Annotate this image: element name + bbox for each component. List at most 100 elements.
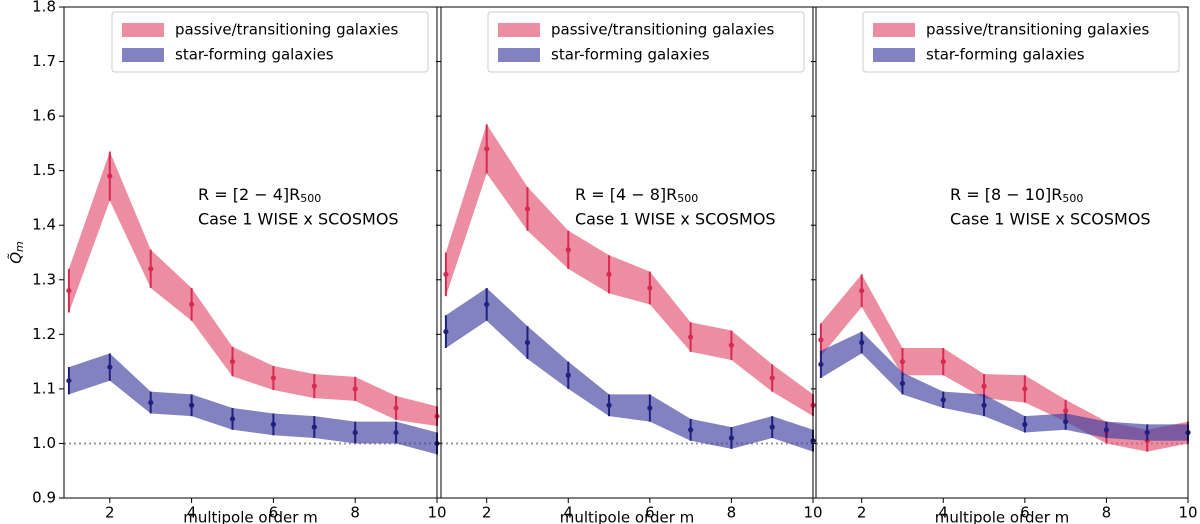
annotation-sub: 500 bbox=[300, 192, 321, 205]
legend-swatch bbox=[122, 48, 164, 62]
data-point bbox=[189, 402, 195, 408]
annotation: Case 1 WISE x SCOSMOS bbox=[198, 210, 399, 229]
panel: 2 4 6 8 10 multipole order m R = [8 − 10]R500 C… bbox=[811, 6, 1198, 524]
data-point bbox=[769, 424, 775, 430]
data-point bbox=[688, 427, 694, 433]
data-point bbox=[818, 361, 824, 367]
data-point bbox=[818, 337, 824, 343]
data-point bbox=[524, 339, 531, 346]
error-band bbox=[445, 287, 813, 452]
data-point bbox=[899, 359, 906, 365]
x-tick-label: 10 bbox=[803, 504, 822, 522]
data-point bbox=[311, 383, 317, 389]
data-point bbox=[1144, 429, 1150, 436]
data-point bbox=[688, 334, 694, 340]
annotation-sub: 500 bbox=[1062, 192, 1083, 205]
y-label-main: Q̃ bbox=[6, 252, 25, 264]
panel: 2 4 6 8 10 multipole order m 0.9 1.0 1.1 1.2 1.3 1.… bbox=[6, 0, 447, 524]
error-band bbox=[68, 151, 437, 426]
y-tick-label: 1.3 bbox=[32, 270, 56, 288]
data-point bbox=[1022, 421, 1028, 427]
data-point bbox=[859, 339, 865, 346]
data-point bbox=[393, 405, 399, 411]
data-point bbox=[270, 375, 277, 381]
y-axis-label: Q̃m bbox=[6, 241, 26, 264]
data-point bbox=[647, 405, 653, 411]
data-point bbox=[148, 399, 154, 406]
data-point bbox=[352, 429, 358, 436]
data-point bbox=[443, 329, 449, 335]
error-band bbox=[445, 124, 813, 417]
x-tick-label: 2 bbox=[857, 504, 867, 522]
data-point bbox=[229, 359, 236, 365]
x-tick-label: 10 bbox=[427, 504, 446, 522]
data-point bbox=[565, 247, 571, 253]
data-point bbox=[443, 271, 449, 277]
legend-frame bbox=[487, 11, 805, 73]
data-point bbox=[728, 342, 735, 348]
annotation-main: R = [4 − 8]R bbox=[575, 185, 677, 204]
data-point bbox=[1103, 427, 1110, 433]
annotation: R = [8 − 10]R500 bbox=[950, 185, 1083, 206]
annotation: R = [2 − 4]R500 bbox=[198, 185, 321, 206]
y-tick-label: 1.5 bbox=[32, 161, 56, 179]
x-axis-label: multipole order m bbox=[183, 509, 318, 524]
y-tick-label: 1.7 bbox=[32, 52, 56, 70]
data-point bbox=[107, 173, 113, 179]
data-point bbox=[189, 301, 195, 307]
y-tick-label: 1.6 bbox=[32, 107, 56, 125]
legend-swatch bbox=[498, 23, 540, 37]
x-tick-label: 10 bbox=[1178, 504, 1197, 522]
annotation-main: R = [8 − 10]R bbox=[950, 185, 1062, 204]
y-tick-label: 1.4 bbox=[32, 216, 56, 234]
annotation-main: R = [2 − 4]R bbox=[198, 185, 300, 204]
data-point bbox=[606, 271, 612, 277]
data-point bbox=[899, 380, 906, 387]
y-tick-label: 1.8 bbox=[32, 0, 56, 16]
data-point bbox=[981, 383, 987, 389]
x-tick-label: 8 bbox=[727, 504, 737, 522]
y-tick-label: 1.2 bbox=[32, 325, 56, 343]
data-point bbox=[769, 375, 775, 381]
x-axis-label: multipole order m bbox=[560, 509, 695, 524]
y-tick-label: 1.0 bbox=[32, 434, 56, 452]
x-tick-label: 6 bbox=[645, 504, 655, 522]
data-point bbox=[393, 429, 399, 436]
legend-frame bbox=[111, 11, 429, 73]
data-point bbox=[66, 288, 72, 294]
data-point bbox=[524, 206, 531, 212]
data-point bbox=[229, 416, 236, 422]
plot-frame bbox=[440, 6, 814, 499]
data-point bbox=[1063, 408, 1069, 414]
annotation: Case 1 WISE x SCOSMOS bbox=[575, 210, 776, 229]
x-tick-label: 8 bbox=[1102, 504, 1112, 522]
panel: 2 4 6 8 10 multipole order m R = [4 − 8]R500 Ca… bbox=[436, 6, 823, 524]
legend-label: passive/transitioning galaxies bbox=[926, 21, 1149, 39]
annotation-sub: 500 bbox=[677, 192, 698, 205]
data-point bbox=[940, 397, 946, 403]
data-point bbox=[565, 372, 571, 378]
legend-frame bbox=[862, 11, 1180, 73]
data-point bbox=[606, 402, 612, 408]
x-tick-label: 2 bbox=[105, 504, 115, 522]
error-band bbox=[820, 331, 1188, 441]
data-point bbox=[484, 146, 490, 152]
plot-frame bbox=[63, 6, 438, 499]
data-point bbox=[311, 424, 317, 430]
x-axis-label: multipole order m bbox=[935, 509, 1070, 524]
data-point bbox=[270, 421, 277, 427]
data-point bbox=[647, 285, 653, 291]
legend-label: star-forming galaxies bbox=[926, 46, 1085, 64]
data-point bbox=[352, 386, 358, 392]
x-tick-label: 2 bbox=[482, 504, 492, 522]
x-tick-label: 6 bbox=[269, 504, 279, 522]
x-tick-label: 8 bbox=[350, 504, 360, 522]
data-point bbox=[981, 402, 987, 408]
data-point bbox=[859, 288, 865, 294]
x-tick-label: 4 bbox=[187, 504, 197, 522]
legend-label: passive/transitioning galaxies bbox=[551, 21, 774, 39]
legend-swatch bbox=[122, 23, 164, 37]
legend-swatch bbox=[873, 23, 915, 37]
legend-swatch bbox=[873, 48, 915, 62]
